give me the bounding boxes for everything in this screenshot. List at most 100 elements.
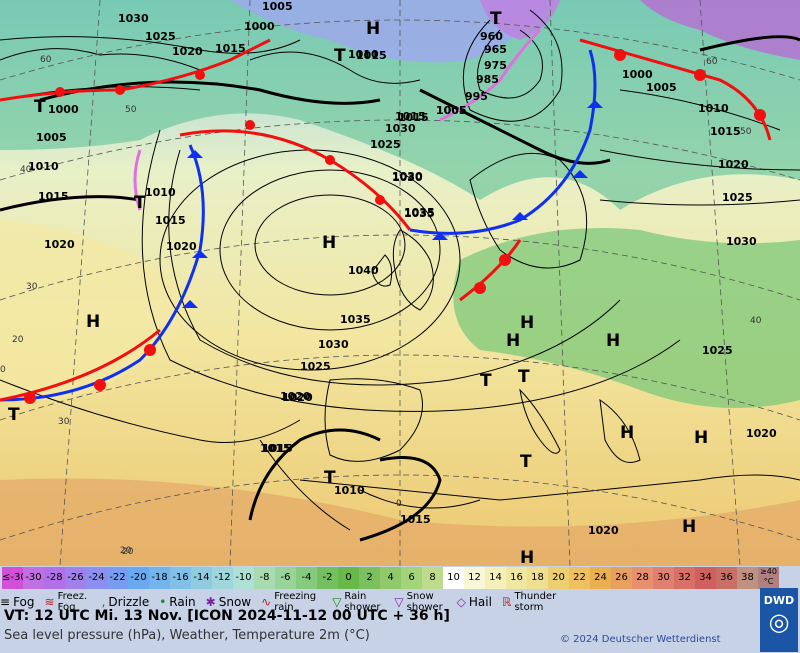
cold-front-triangles <box>182 100 603 308</box>
legend: ≤-30 -30 -28 -26 -24 -22 -20 -18 -16 -14 -12 -10 -8-… <box>0 566 800 653</box>
warm-front-atlantic <box>0 328 161 402</box>
isobar-label: 985 <box>476 73 499 86</box>
legend-freezing-rain: ∿ Freezing rain <box>261 591 322 613</box>
lon-label: 0 <box>396 499 402 509</box>
legend-drizzle: , Drizzle <box>102 595 150 609</box>
legend-freezing-fog: ≋ Freez. Fog <box>45 591 92 613</box>
temp-swatch: 4 <box>380 567 401 589</box>
temp-swatch: -18 <box>149 567 170 589</box>
temp-swatch: 32 <box>674 567 695 589</box>
temp-swatch: 38 <box>737 567 758 589</box>
high-center: H <box>694 428 708 448</box>
warm-front-bumps <box>24 49 766 404</box>
bold-isobars <box>0 35 800 542</box>
lat-label: 30 <box>58 417 70 427</box>
temp-swatch: -6 <box>275 567 296 589</box>
isobar-label: 1015 <box>155 214 186 227</box>
arctic-airmass <box>230 0 560 63</box>
lat-label: 20 <box>12 335 24 345</box>
lat-label: 40 <box>750 316 762 326</box>
temp-swatch: -14 <box>191 567 212 589</box>
isobar-label: 1010 <box>145 186 176 199</box>
temp-swatch: 2 <box>359 567 380 589</box>
isobar-labels: 1030 1025 1020 1015 1005 1000 1005 1010 … <box>28 0 777 537</box>
isobar-label: 1020 <box>44 238 75 251</box>
lat-label: 50 <box>740 127 752 137</box>
legend-label: Rain shower <box>344 591 381 613</box>
temp-swatch: 34 <box>695 567 716 589</box>
lat-label: 40 <box>20 165 32 175</box>
isobar-label: 975 <box>484 59 507 72</box>
valid-time: VT: 12 UTC Mi. 13 Nov. [ICON 2024-11-12 … <box>4 608 450 624</box>
isobar-label: 1020 <box>718 158 749 171</box>
temp-swatch: -8 <box>254 567 275 589</box>
isobar-label: 1010 <box>348 48 379 61</box>
copyright: © 2024 Deutscher Wetterdienst <box>560 634 721 645</box>
high-center: H <box>620 423 634 443</box>
isobar-label: 1025 <box>145 30 176 43</box>
high-center: H <box>520 313 534 333</box>
isobar-label: 1015 <box>400 513 431 526</box>
temp-swatch: -24 <box>86 567 107 589</box>
legend-label: Hail <box>468 594 492 609</box>
isobar-label: 1030 <box>392 171 423 184</box>
isobar-label: 965 <box>484 43 507 56</box>
siberian-cold-core <box>640 0 800 60</box>
temp-swatch: 12 <box>464 567 485 589</box>
isobar-label: 1030 <box>392 170 423 183</box>
isobar-label: 1030 <box>726 235 757 248</box>
isobar-label: 1020 <box>172 45 203 58</box>
weather-symbol-legend: ≡ Fog ≋ Freez. Fog , Drizzle • Rain ✱ Snow ∿ F… <box>0 590 760 614</box>
low-center: T <box>134 193 146 213</box>
drizzle-icon: , <box>101 595 106 609</box>
legend-snow: ✱ Snow <box>206 595 251 609</box>
legend-label: Freez. Fog <box>57 591 88 613</box>
isobar-label: 1015 <box>262 442 293 455</box>
high-center: H <box>86 312 100 332</box>
temp-swatch: -22 <box>107 567 128 589</box>
low-center: T <box>518 367 530 387</box>
temp-swatch: 0 <box>338 567 359 589</box>
lat-label: 60 <box>706 57 718 67</box>
isobar-label: 1025 <box>702 344 733 357</box>
dwd-logo: DWD ◎ <box>760 588 798 652</box>
isobar-label: 1020 <box>746 427 777 440</box>
isobar-label: 1010 <box>28 160 59 173</box>
temp-swatch: -30 <box>23 567 44 589</box>
isobar-label: 1030 <box>318 338 349 351</box>
warm-front-uk <box>459 239 522 302</box>
isobar-label: 1005 <box>646 81 677 94</box>
temp-swatch: 22 <box>569 567 590 589</box>
lat-label: 60 <box>40 55 52 65</box>
legend-snow-shower: ▽ Snow shower <box>394 591 446 613</box>
lat-label: 30 <box>26 282 38 292</box>
temp-swatch: 28 <box>632 567 653 589</box>
temp-swatch: 36 <box>716 567 737 589</box>
legend-label: Thunder storm <box>514 591 557 613</box>
isobar-label: 1005 <box>262 0 293 13</box>
freezing-fog-icon: ≋ <box>44 595 55 609</box>
high-center: H <box>322 233 336 253</box>
hail-icon: ◇ <box>456 595 466 609</box>
temp-swatch: 26 <box>611 567 632 589</box>
isobar-label: 1015 <box>356 49 387 62</box>
temp-swatch: -28 <box>44 567 65 589</box>
low-center: T <box>520 452 532 472</box>
central-europe-airmass <box>453 228 800 408</box>
temp-swatch: 24 <box>590 567 611 589</box>
low-center: T <box>490 9 502 29</box>
isobar-label: 1030 <box>385 122 416 135</box>
temp-swatch: ≤-30 <box>2 567 27 589</box>
occlusion-north <box>439 28 542 122</box>
isobar-label: 1015 <box>38 190 69 203</box>
legend-label: Fog <box>13 594 35 609</box>
isobar-label: 1000 <box>48 103 79 116</box>
legend-thunderstorm: ℝ Thunder storm <box>502 591 561 613</box>
temp-swatch: 14 <box>485 567 506 589</box>
temp-swatch: 20 <box>548 567 569 589</box>
isobar-label: 1005 <box>36 131 67 144</box>
legend-label: Drizzle <box>108 594 150 609</box>
temp-swatch: -4 <box>296 567 317 589</box>
temp-swatch: -20 <box>128 567 149 589</box>
legend-rain-shower: ▽ Rain shower <box>332 591 384 613</box>
